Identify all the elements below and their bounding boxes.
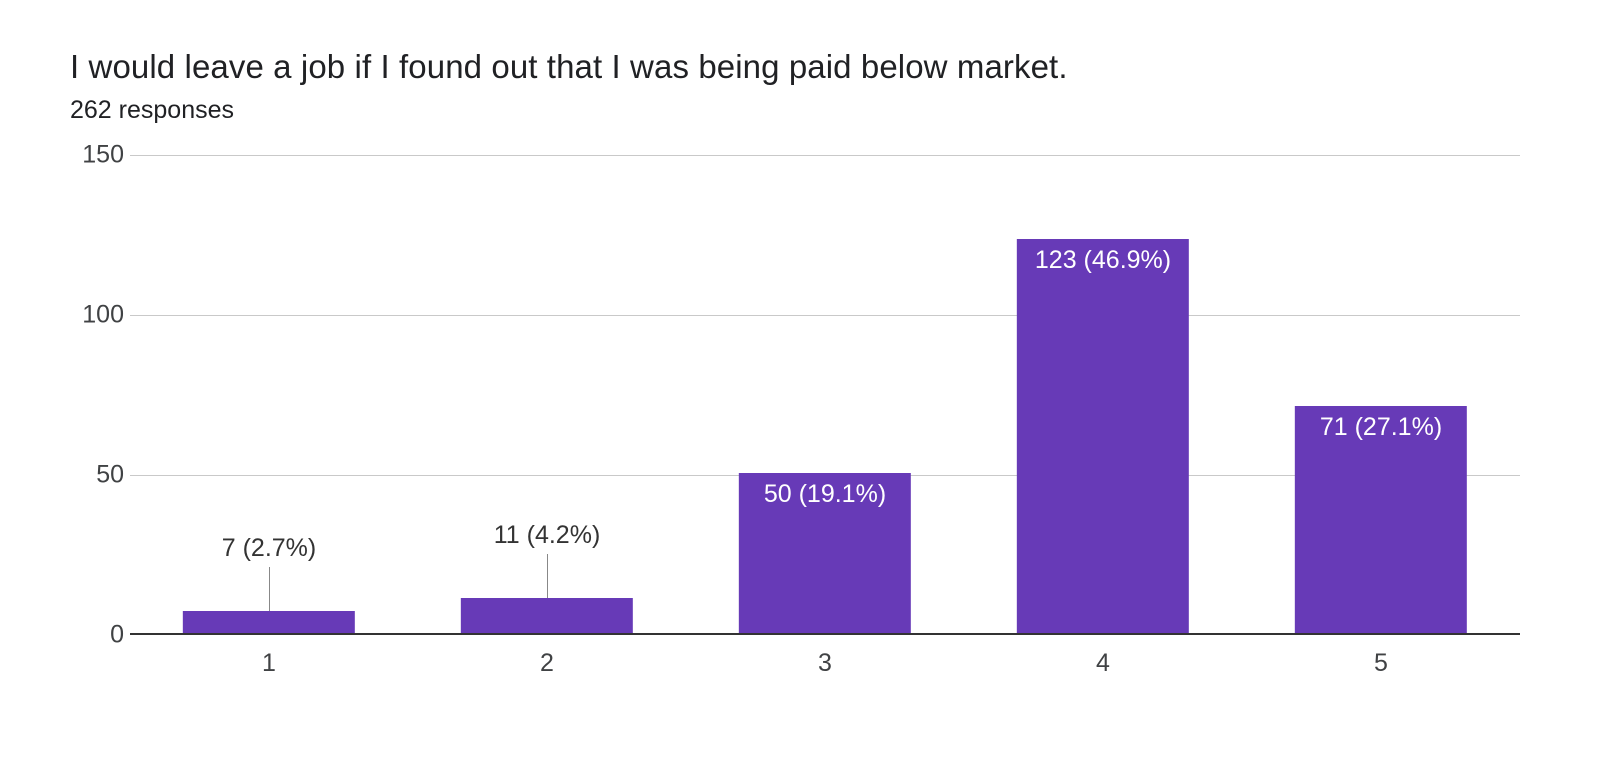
bar [461,598,633,633]
x-tick-label: 5 [1242,649,1520,678]
chart-container: I would leave a job if I found out that … [0,0,1600,761]
x-tick-label: 3 [686,649,964,678]
bar-value-label: 123 (46.9%) [1035,246,1171,275]
bar-value-label: 71 (27.1%) [1320,413,1442,442]
chart-area: 050100150 7 (2.7%)11 (4.2%)50 (19.1%)123… [130,155,1530,678]
bar-label-tick [547,554,548,598]
bar-value-label: 50 (19.1%) [764,480,886,509]
bar-value-label: 7 (2.7%) [222,534,316,563]
bar-value-label: 11 (4.2%) [494,521,601,550]
bar-slot: 11 (4.2%) [408,155,686,633]
chart-title: I would leave a job if I found out that … [70,48,1530,86]
bar [1017,239,1189,633]
bar-slot: 123 (46.9%) [964,155,1242,633]
y-tick-label: 150 [82,141,124,170]
y-tick-label: 0 [110,621,124,650]
bar-slot: 71 (27.1%) [1242,155,1520,633]
bar-slot: 7 (2.7%) [130,155,408,633]
bar-slot: 50 (19.1%) [686,155,964,633]
y-axis: 050100150 [44,155,124,633]
bar-label-tick [269,567,270,611]
chart-subtitle: 262 responses [70,96,1530,125]
y-tick-label: 100 [82,301,124,330]
bar [183,611,355,633]
bars-group: 7 (2.7%) 11 (4.2%) 50 (19.1%) 123 (46.9%) 71… [130,155,1520,633]
x-axis: 12345 [130,649,1520,678]
x-tick-label: 4 [964,649,1242,678]
y-tick-label: 50 [96,461,124,490]
x-tick-label: 1 [130,649,408,678]
plot-area: 050100150 7 (2.7%)11 (4.2%)50 (19.1%)123… [130,155,1520,635]
x-tick-label: 2 [408,649,686,678]
